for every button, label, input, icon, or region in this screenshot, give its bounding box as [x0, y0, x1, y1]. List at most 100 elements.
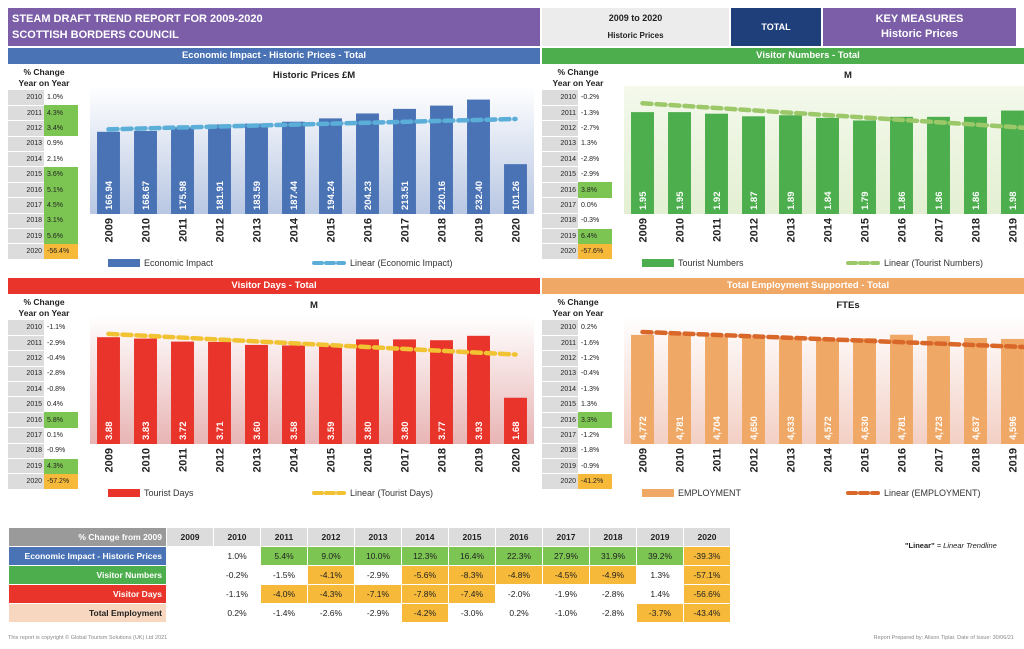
bar: [356, 113, 379, 214]
legend-bar-swatch: [642, 489, 674, 497]
yoy-header-line: % Change: [23, 67, 65, 77]
yoy-header-line: Year on Year: [18, 308, 70, 318]
yoy-year: 2018: [8, 443, 44, 460]
visitors-chart: 1.95 2009 1.95 2010 1.92 2011 1.87 2012 1.89 2013…: [624, 86, 1024, 242]
yoy-year: 2017: [8, 197, 44, 214]
yoy-value: -0.8%: [47, 385, 66, 393]
yoy-value: -56.4%: [44, 243, 78, 260]
yoy-year: 2015: [8, 166, 44, 183]
yoy-row: 2013 0.9%: [8, 136, 78, 153]
yoy-value: 4.3%: [44, 105, 78, 121]
yoy-row: 2017 0.0%: [542, 197, 612, 214]
yoy-year: 2014: [542, 381, 578, 398]
legend-trend-swatch: [312, 261, 346, 265]
yoy-value: 0.9%: [47, 140, 63, 148]
summary-header-row: % Change from 2009 2009 2010 2011 2012 2013 20…: [8, 527, 731, 547]
x-tick-label: 2010: [141, 448, 153, 472]
trend-line: [106, 331, 518, 357]
yoy-row: 2019 6.4%: [542, 228, 612, 245]
x-tick-label: 2014: [289, 217, 301, 242]
yoy-value: 0.0%: [581, 201, 597, 209]
footer-prepared: Report Prepared by: Alison Tiplar. Date …: [873, 635, 1014, 641]
linear-note-quoted: "Linear": [905, 541, 935, 550]
yoy-value: -0.9%: [47, 447, 66, 455]
yoy-year: 2016: [8, 412, 44, 429]
economic-chart: 166.94 2009 168.67 2010 175.98 2011 181.91 2012…: [90, 86, 534, 242]
summary-cell: -7.4%: [448, 584, 496, 604]
x-tick-label: 2019: [1008, 218, 1020, 242]
yoy-value: 1.0%: [47, 94, 63, 102]
summary-row: Total Employment 0.2% -1.4% -2.6% -2.9% -4.2%…: [8, 603, 731, 623]
summary-cell: 12.3%: [401, 546, 449, 566]
summary-row-label: Visitor Days: [8, 584, 167, 604]
yoy-header-line: Year on Year: [552, 308, 604, 318]
yoy-year: 2011: [8, 105, 44, 122]
yoy-row: 2014 -1.3%: [542, 381, 612, 398]
summary-cell: -1.4%: [260, 603, 308, 623]
yoy-row: 2016 3.3%: [542, 412, 612, 429]
yoy-value: -1.2%: [581, 431, 600, 439]
bar: [430, 340, 453, 444]
bar-value-label: 166.94: [104, 180, 115, 210]
x-tick-label: 2016: [363, 448, 375, 472]
summary-table: % Change from 2009 2009 2010 2011 2012 2013 20…: [8, 527, 731, 623]
total-box: TOTAL: [731, 8, 821, 46]
yoy-year: 2020: [8, 473, 44, 490]
summary-cell: 0.2%: [213, 603, 261, 623]
bar: [97, 337, 120, 444]
yoy-row: 2012 3.4%: [8, 120, 78, 137]
bar: [245, 344, 268, 444]
summary-cell: 22.3%: [495, 546, 543, 566]
bar: [467, 335, 490, 444]
x-tick-label: 2015: [860, 448, 872, 472]
summary-year-header: 2018: [589, 527, 637, 547]
bar: [853, 338, 876, 444]
bar: [319, 118, 342, 214]
visitors-yoy-table: 2010 -0.2% 2011 -1.3% 2012 -2.7% 2013 1.3% 2014-…: [542, 90, 612, 260]
summary-cell: -7.1%: [354, 584, 402, 604]
summary-year-header: 2012: [307, 527, 355, 547]
yoy-value: 5.8%: [44, 412, 78, 428]
bar-value-label: 3.80: [400, 422, 411, 441]
bar-value-label: 1.86: [897, 192, 908, 211]
visitors-legend: Tourist Numbers Linear (Tourist Numbers): [642, 258, 983, 268]
legend-trend-label: Linear (Tourist Days): [350, 488, 434, 498]
summary-cell: 39.2%: [636, 546, 684, 566]
yoy-value: 3.4%: [44, 120, 78, 137]
summary-cell: [166, 546, 214, 566]
days-yoy-table: 2010 -1.1% 2011 -2.9% 2012 -0.4% 2013 -2.8% 2014…: [8, 320, 78, 490]
summary-cell: -1.9%: [542, 584, 590, 604]
bar-value-label: 4,772: [638, 416, 649, 440]
yoy-year: 2016: [542, 412, 578, 429]
yoy-year: 2018: [8, 213, 44, 230]
bar-value-label: 1.92: [712, 192, 723, 211]
x-tick-label: 2014: [823, 447, 835, 472]
x-tick-label: 2011: [178, 218, 190, 242]
yoy-header-line: Year on Year: [18, 78, 70, 88]
bar-value-label: 101.26: [511, 181, 522, 210]
x-tick-label: 2015: [326, 218, 338, 242]
bar-value-label: 3.77: [437, 422, 448, 441]
bar-value-label: 3.88: [104, 422, 115, 441]
summary-cell: 27.9%: [542, 546, 590, 566]
summary-cell: -4.1%: [307, 565, 355, 585]
report-title-line2: SCOTTISH BORDERS COUNCIL: [12, 29, 179, 41]
summary-cell: -1.1%: [213, 584, 261, 604]
bar-value-label: 175.98: [178, 181, 189, 210]
bar: [668, 112, 691, 214]
key-measures-line1: KEY MEASURES: [875, 13, 964, 25]
x-tick-label: 2010: [675, 218, 687, 242]
bar-value-label: 183.59: [252, 181, 263, 210]
yoy-year: 2019: [542, 228, 578, 245]
bar: [779, 115, 802, 214]
report-title-line1: STEAM DRAFT TREND REPORT FOR 2009-2020: [12, 13, 263, 25]
yoy-value: 3.3%: [578, 412, 612, 428]
summary-cell: 1.3%: [636, 565, 684, 585]
bar-value-label: 4,781: [897, 416, 908, 440]
summary-cell: -4.8%: [495, 565, 543, 585]
yoy-row: 2018 -0.9%: [8, 443, 78, 460]
bar: [208, 341, 231, 444]
total-label: TOTAL: [761, 21, 791, 32]
summary-corner: % Change from 2009: [8, 527, 167, 547]
bar-value-label: 4,572: [823, 416, 834, 440]
